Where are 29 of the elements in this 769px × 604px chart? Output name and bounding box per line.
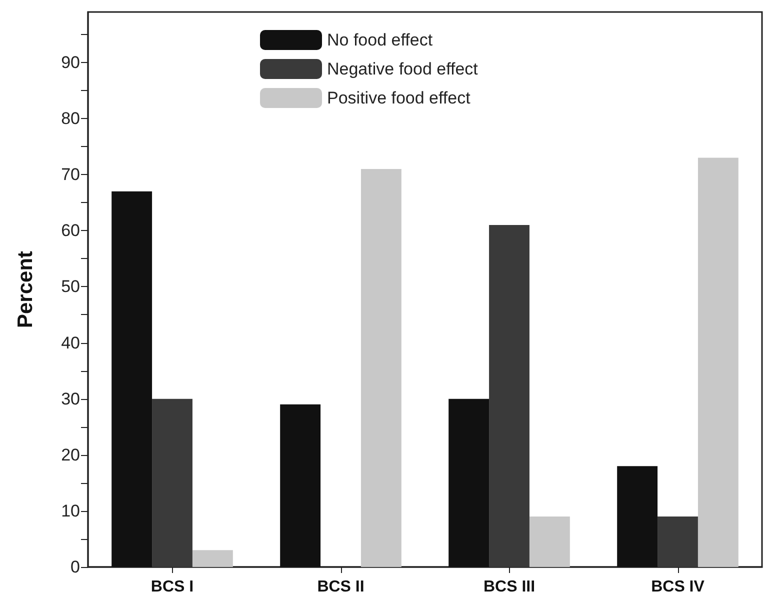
bar xyxy=(152,398,192,567)
y-tick-label: 60 xyxy=(61,221,80,240)
x-tick-label: BCS II xyxy=(317,578,364,596)
bar xyxy=(489,225,530,567)
bar xyxy=(698,158,738,567)
y-tick-label: 70 xyxy=(61,165,80,184)
y-tick-label: 30 xyxy=(61,389,80,408)
bar xyxy=(448,398,490,567)
y-tick-label: 10 xyxy=(61,501,80,520)
y-tick-label: 0 xyxy=(70,558,80,576)
x-tick-label: BCS IV xyxy=(651,578,705,596)
bar xyxy=(112,191,152,567)
bar xyxy=(529,516,570,567)
y-axis-title: Percent xyxy=(14,250,37,328)
legend-label: Positive food effect xyxy=(327,88,471,108)
bar xyxy=(192,550,233,567)
x-tick-label: BCS I xyxy=(150,578,194,596)
bar xyxy=(280,404,321,567)
bar xyxy=(360,168,402,567)
legend-label: Negative food effect xyxy=(327,60,478,78)
y-tick-label: 50 xyxy=(61,277,80,296)
legend-label: No food effect xyxy=(327,30,433,50)
y-tick-label: 80 xyxy=(61,109,80,128)
y-tick-label: 40 xyxy=(61,333,80,352)
y-tick-label: 90 xyxy=(61,52,80,72)
x-tick-label: BCS III xyxy=(483,578,536,596)
bar xyxy=(617,466,658,567)
bar xyxy=(658,516,698,567)
y-tick-label: 20 xyxy=(61,445,80,464)
